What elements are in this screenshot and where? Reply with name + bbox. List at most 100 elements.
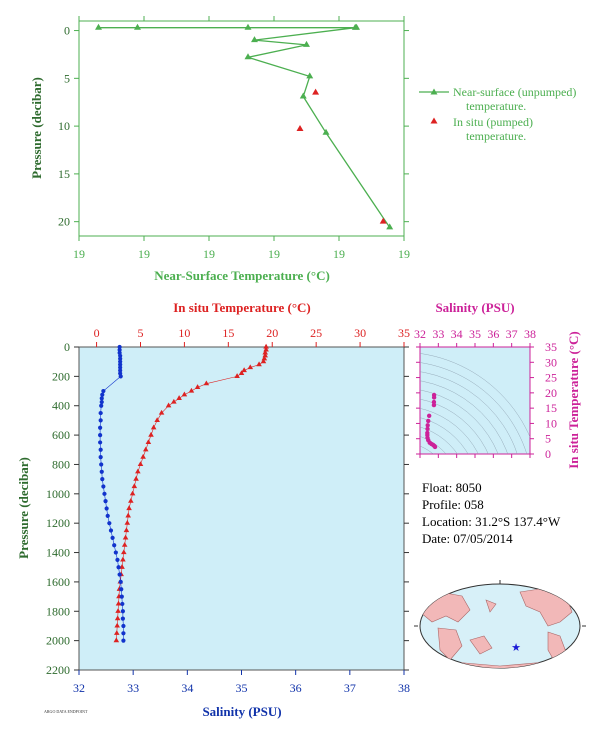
- float-id: Float: 8050: [422, 480, 482, 495]
- legend-marker-unpumped: [430, 88, 438, 95]
- world-map: ★: [414, 580, 586, 669]
- salinity-point: [98, 440, 103, 445]
- profile-plot-area: [78, 346, 405, 671]
- ts-point: [425, 423, 430, 428]
- near-surface-x-axis-label: Near-Surface Temperature (°C): [154, 268, 330, 283]
- ts-plot-area: [419, 346, 531, 455]
- temperature-point: [125, 512, 131, 518]
- near-surface-point: [251, 36, 258, 43]
- salinity-tick-label: 35: [236, 681, 248, 695]
- temperature-tick-label: 25: [310, 326, 322, 340]
- salinity-point: [121, 638, 126, 643]
- ts-x-tick-label: 34: [451, 327, 463, 341]
- ts-y-axis-label: In situ Temperature (°C): [566, 331, 581, 469]
- temperature-point: [203, 380, 210, 386]
- salinity-point: [105, 513, 110, 518]
- pressure-tick-label: 200: [52, 369, 70, 383]
- salinity-point: [101, 388, 106, 394]
- temperature-point: [119, 564, 125, 569]
- legend-marker-pumped: [430, 117, 438, 124]
- temperature-point: [260, 358, 267, 364]
- credit-text: ARGO DATA ENDPOINT: [44, 709, 88, 714]
- pressure-tick-label: 1400: [46, 546, 70, 560]
- temperature-tick-label: 30: [354, 326, 366, 340]
- salinity-point: [99, 403, 104, 408]
- salinity-axis: 32 33 34 35 36 37 38: [73, 670, 410, 695]
- ts-x-tick-label: 33: [432, 327, 444, 341]
- ts-y-tick-label: 30: [545, 355, 557, 369]
- salinity-tick-label: 32: [73, 681, 85, 695]
- near-surface-point: [244, 23, 252, 30]
- near-surface-x-axis: 19 19 19 19 19 19: [73, 16, 410, 261]
- pressure-tick-label: 2200: [46, 663, 70, 677]
- temperature-point: [263, 343, 269, 349]
- temperature-point: [158, 409, 165, 415]
- pressure-tick-label: 1000: [46, 487, 70, 501]
- salinity-point: [118, 356, 123, 361]
- ts-y-tick-label: 25: [545, 371, 557, 385]
- temperature-point: [121, 542, 128, 547]
- date: Date: 07/05/2014: [422, 531, 513, 546]
- y-tick-label: 10: [58, 119, 70, 133]
- salinity-point: [118, 362, 123, 367]
- pressure-tick-label: 400: [52, 399, 70, 413]
- salinity-point: [99, 396, 104, 401]
- temperature-point: [126, 505, 132, 511]
- in-situ-point: [379, 217, 387, 224]
- salinity-point: [118, 365, 123, 370]
- ts-x-tick-label: 36: [487, 327, 499, 341]
- temperature-point: [154, 417, 160, 423]
- location: Location: 31.2°S 137.4°W: [422, 514, 561, 529]
- salinity-point: [98, 425, 103, 430]
- salinity-tick-label: 34: [181, 681, 193, 695]
- salinity-point: [112, 543, 117, 548]
- in-situ-point: [296, 124, 304, 131]
- ts-y-tick-label: 20: [545, 386, 557, 400]
- salinity-point: [118, 353, 123, 358]
- near-surface-point: [306, 72, 314, 79]
- float-info: Float: 8050 Profile: 058 Location: 31.2°…: [422, 480, 561, 546]
- temperature-point: [137, 461, 144, 467]
- ts-point: [431, 395, 437, 400]
- temperature-point: [194, 384, 201, 389]
- ts-y-tick-label: 0: [545, 447, 551, 461]
- y-tick-label: 20: [58, 215, 70, 229]
- temperature-point: [120, 556, 126, 562]
- legend-label-pumped: In situ (pumped) temperature.: [453, 115, 536, 143]
- salinity-point: [108, 528, 114, 533]
- salinity-point: [99, 399, 104, 405]
- ts-point: [425, 426, 430, 432]
- temperature-point: [247, 364, 254, 370]
- near-surface-line: [98, 27, 391, 228]
- near-surface-point: [244, 53, 252, 60]
- salinity-point: [99, 469, 104, 474]
- temperature-point: [121, 549, 127, 555]
- pressure-tick-label: 0: [64, 340, 70, 354]
- ts-point: [432, 444, 438, 450]
- temperature-point: [113, 637, 120, 643]
- salinity-point: [119, 587, 124, 592]
- salinity-point: [118, 579, 123, 585]
- salinity-point: [100, 477, 105, 482]
- x-tick-label: 19: [73, 247, 85, 261]
- temperature-point: [122, 534, 129, 540]
- temperature-point: [142, 446, 149, 452]
- temperature-point: [133, 475, 139, 481]
- pressure-tick-label: 1800: [46, 604, 70, 618]
- pressure-tick-label: 800: [52, 457, 70, 471]
- near-surface-plot-area: [78, 20, 405, 237]
- legend-label-unpumped: Near-surface (unpumped) temperature.: [453, 85, 579, 113]
- salinity-point: [110, 535, 115, 540]
- salinity-axis-label: Salinity (PSU): [202, 704, 281, 719]
- temperature-tick-label: 0: [94, 326, 100, 340]
- map-ticks: [414, 580, 586, 627]
- near-surface-point: [322, 128, 330, 135]
- ts-point: [431, 402, 437, 408]
- temperature-point: [262, 352, 269, 358]
- pressure-axis-label: Pressure (decibar): [16, 457, 31, 559]
- temperature-point: [188, 387, 195, 393]
- temperature-point: [145, 439, 152, 445]
- temperature-point: [115, 600, 122, 606]
- temperature-point: [234, 373, 240, 378]
